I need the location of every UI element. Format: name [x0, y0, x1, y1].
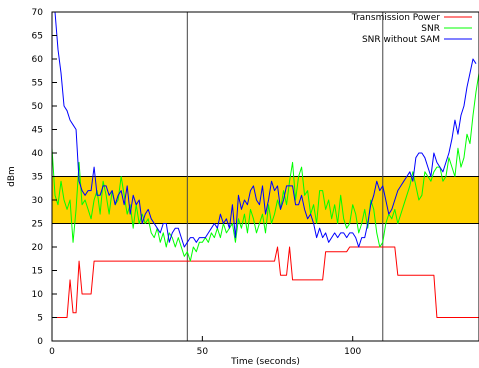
y-tick-label-30: 30: [32, 196, 44, 206]
y-tick-label-55: 55: [32, 79, 43, 89]
y-tick-label-70: 70: [32, 8, 44, 18]
y-axis-title: dBm: [7, 166, 17, 187]
y-tick-label-25: 25: [32, 220, 43, 230]
series-line-snr-without-sam: [52, 11, 477, 248]
x-tick-label-100: 100: [344, 347, 361, 357]
legend-label-transmission-power: Transmission Power: [351, 13, 441, 23]
y-tick-label-40: 40: [32, 149, 44, 159]
y-tick-label-5: 5: [37, 314, 43, 324]
y-tick-label-65: 65: [32, 32, 43, 42]
x-tick-label-0: 0: [49, 347, 55, 357]
y-tick-label-60: 60: [32, 55, 44, 65]
legend-label-snr-without-sam: SNR without SAM: [362, 35, 440, 45]
series-line-snr: [51, 73, 479, 262]
tick-layer: 0 5 10 15 20 25 30 35 40 45 50 55 60 65 70 0 50 100: [32, 8, 362, 357]
legend-label-snr: SNR: [421, 24, 440, 34]
y-tick-label-10: 10: [32, 290, 44, 300]
series-line-transmission-power: [52, 246, 479, 318]
y-tick-label-0: 0: [37, 337, 43, 347]
y-tick-label-45: 45: [32, 126, 43, 136]
y-tick-label-15: 15: [32, 267, 43, 277]
series-layer: [51, 11, 479, 318]
x-tick-label-50: 50: [197, 347, 209, 357]
x-axis-title: Time (seconds): [230, 357, 300, 367]
vertical-marker-layer: [186, 12, 384, 341]
y-tick-label-50: 50: [32, 102, 44, 112]
y-tick-label-35: 35: [32, 173, 43, 183]
y-tick-label-20: 20: [32, 243, 44, 253]
